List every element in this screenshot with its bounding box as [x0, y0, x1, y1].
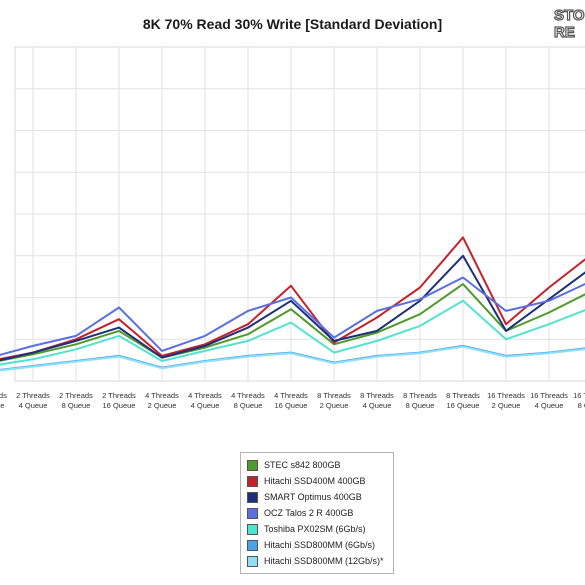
x-tick-label: 4 Threads 8 Queue: [231, 391, 265, 410]
legend-swatch: [247, 475, 258, 487]
legend-swatch: [247, 459, 258, 471]
gridlines: [14, 46, 585, 382]
legend: STEC s842 800GB Hitachi SSD400M 400GB SMAR…: [240, 452, 394, 574]
legend-item: Hitachi SSD800MM (6Gb/s): [247, 538, 375, 552]
series-line-5: [0, 299, 585, 366]
x-tick-label: 2 Threads 16 Queue: [102, 391, 136, 410]
legend-swatch: [247, 491, 258, 503]
series-line-7: [0, 345, 585, 372]
x-tick-label: 2 Threads 8 Queue: [59, 391, 93, 410]
x-tick-label: 16 Threads 2 Queue: [487, 391, 525, 410]
x-tick-label: 8 Threads 2 Queue: [317, 391, 351, 410]
storage-review-logo-icon: STO RE: [553, 6, 585, 41]
series-lines: [0, 236, 585, 372]
logo-line2: RE: [554, 24, 575, 41]
series-line-1: [0, 283, 585, 362]
x-tick-label: 8 Threads 16 Queue: [446, 391, 480, 410]
x-tick-label: 4 Threads 2 Queue: [145, 391, 179, 410]
legend-swatch: [247, 523, 258, 535]
legend-swatch: [247, 507, 258, 519]
x-tick-label: 16 Threads 4 Queue: [530, 391, 568, 410]
legend-label: STEC s842 800GB: [264, 460, 341, 470]
chart-title: 8K 70% Read 30% Write [Standard Deviatio…: [142, 16, 443, 32]
legend-label: Hitachi SSD800MM (6Gb/s): [264, 540, 376, 550]
x-tick-label: 8 Threads 4 Queue: [360, 391, 394, 410]
series-line-3: [0, 254, 585, 362]
legend-label: OCZ Talos 2 R 400GB: [264, 508, 354, 518]
legend-item: OCZ Talos 2 R 400GB: [247, 506, 353, 520]
x-tick-label: 4 Threads 16 Queue: [274, 391, 308, 410]
x-tick-label: 4 Threads 4 Queue: [188, 391, 222, 410]
legend-label: Hitachi SSD400M 400GB: [264, 476, 366, 486]
legend-item: Hitachi SSD400M 400GB: [247, 474, 366, 488]
legend-label: SMART Optimus 400GB: [264, 492, 362, 502]
x-tick-label: 2 Threads 4 Queue: [16, 391, 50, 410]
legend-item: STEC s842 800GB: [247, 458, 341, 472]
legend-item: SMART Optimus 400GB: [247, 490, 362, 504]
legend-swatch: [247, 539, 258, 551]
x-tick-label: 8 Threads 8 Queue: [403, 391, 437, 410]
logo-line1: STO: [554, 7, 585, 24]
legend-label: Hitachi SSD800MM (12Gb/s)*: [264, 556, 384, 566]
legend-label: Toshiba PX02SM (6Gb/s): [264, 524, 366, 534]
legend-item: Hitachi SSD800MM (12Gb/s)*: [247, 554, 384, 568]
legend-swatch: [247, 555, 258, 567]
legend-item: Toshiba PX02SM (6Gb/s): [247, 522, 366, 536]
series-line-4: [0, 276, 585, 356]
